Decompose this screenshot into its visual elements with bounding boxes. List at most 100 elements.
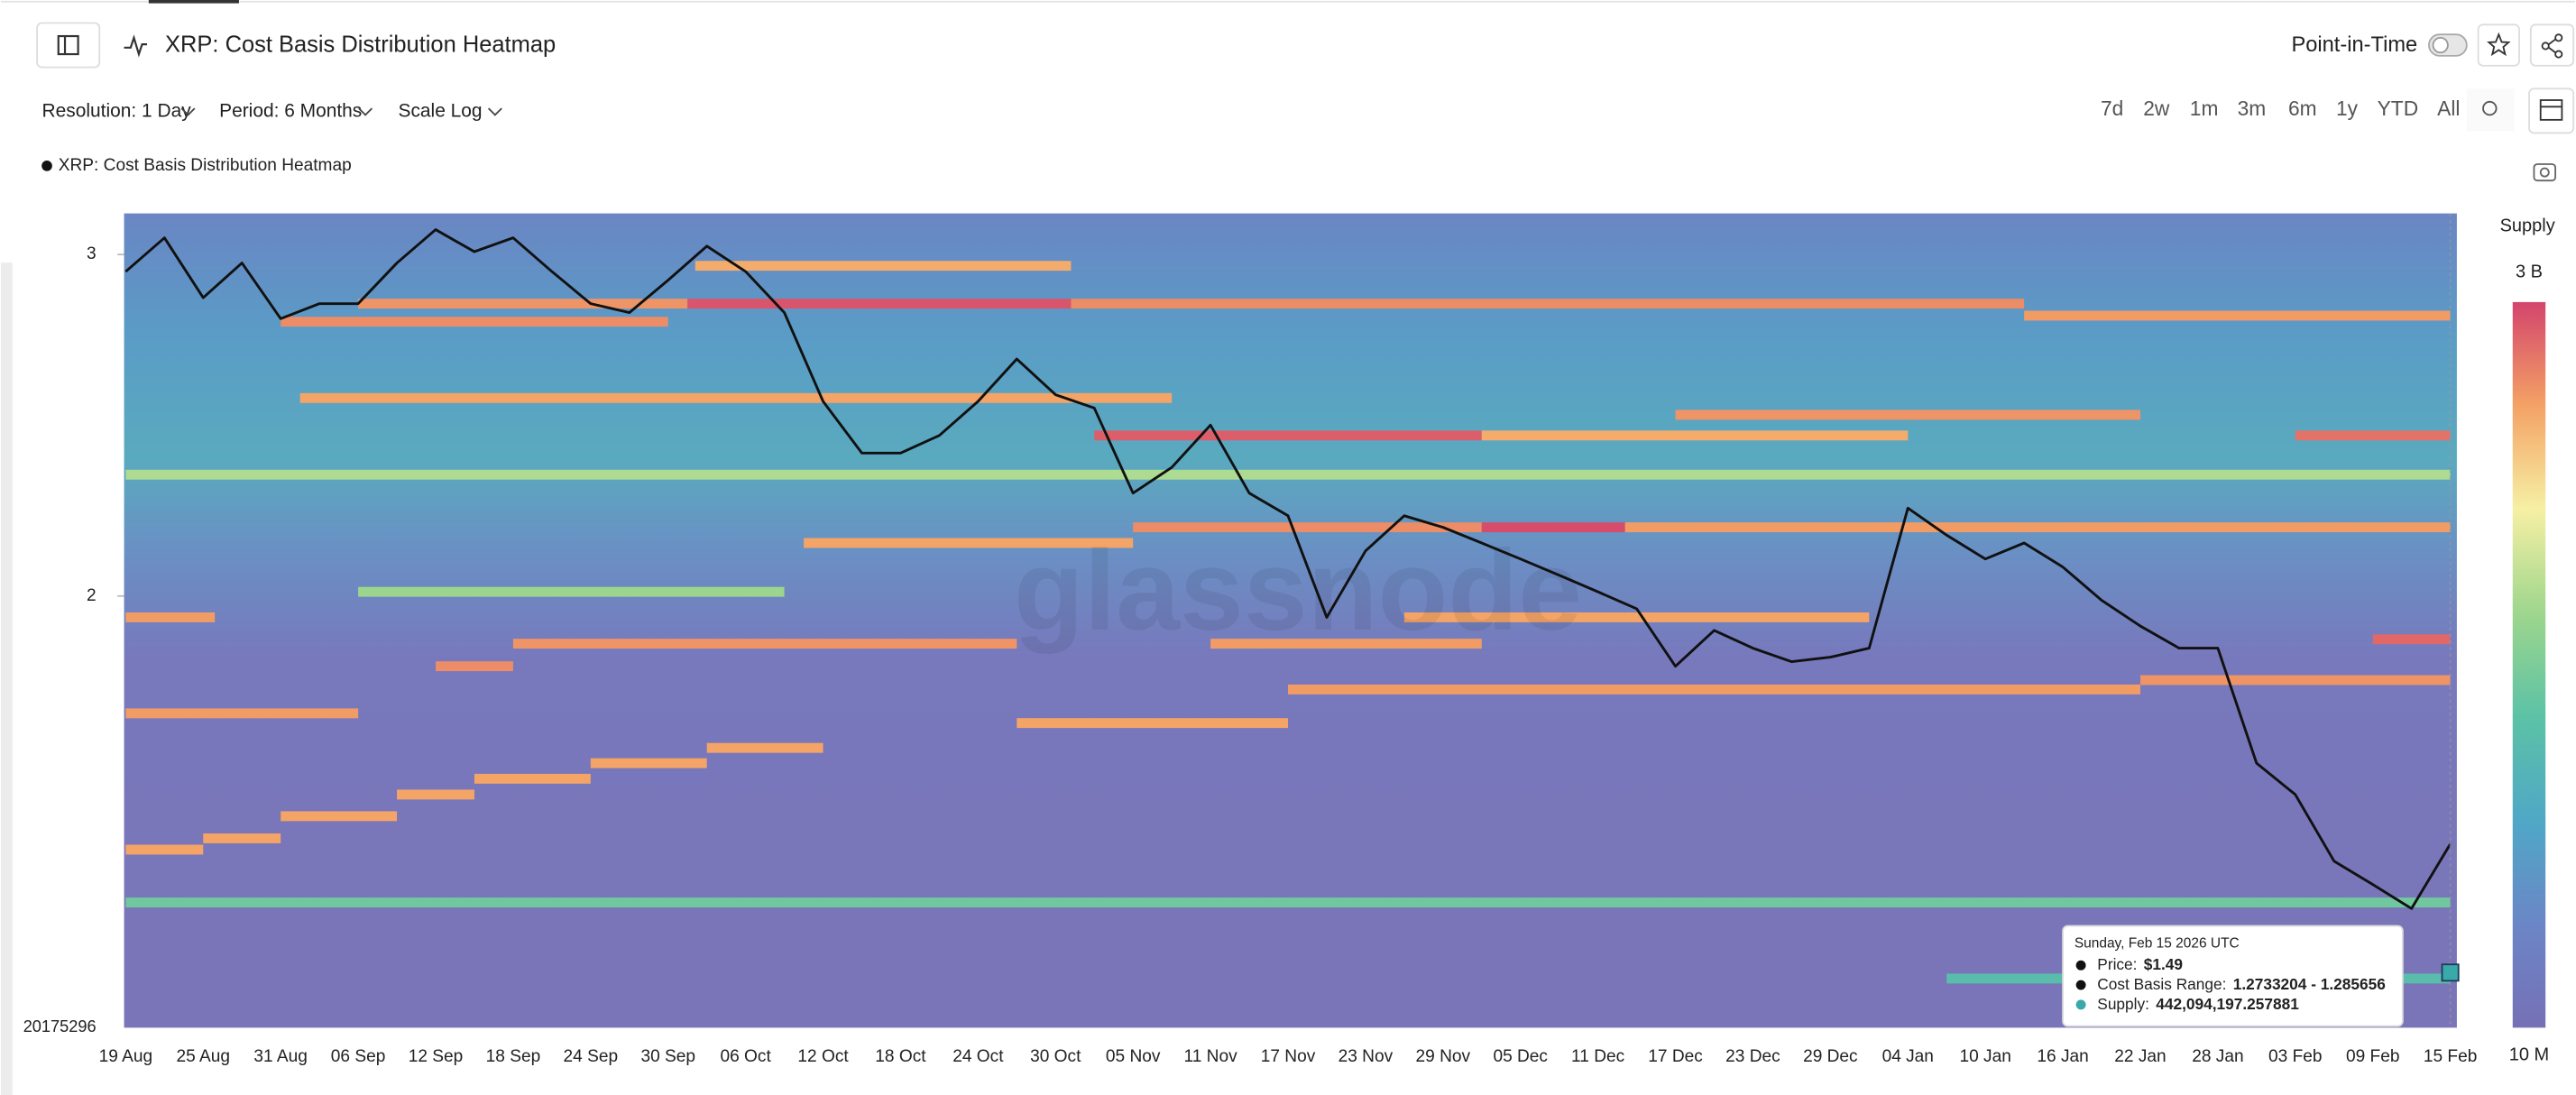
favorite-button[interactable] bbox=[2477, 23, 2520, 67]
sidebar-toggle[interactable] bbox=[36, 22, 101, 69]
tooltip-row: Cost Basis Range: 1.2733204 - 1.285656 bbox=[2097, 975, 2386, 993]
calendar-button[interactable] bbox=[2528, 87, 2575, 134]
colorbar-tick-label: 10 M bbox=[2509, 1045, 2550, 1065]
range-button[interactable]: 6m bbox=[2288, 97, 2317, 120]
range-button[interactable]: 1y bbox=[2336, 97, 2359, 120]
x-tick-label: 04 Jan bbox=[1882, 1047, 1934, 1066]
tooltip-value: 442,094,197.257881 bbox=[2156, 994, 2299, 1012]
heatmap-band bbox=[2024, 310, 2451, 321]
colorbar-gradient bbox=[2512, 301, 2546, 1028]
heatmap-band bbox=[1403, 612, 1870, 622]
colorbar: 3 B 10 M bbox=[2509, 262, 2550, 1064]
heatmap-band bbox=[2372, 634, 2451, 645]
tooltip-marker bbox=[2075, 980, 2086, 990]
tooltip: Sunday, Feb 15 2026 UTC Price: $1.49 Cost B… bbox=[2062, 925, 2404, 1027]
star-icon bbox=[2487, 32, 2511, 57]
range-button[interactable]: 2w bbox=[2143, 97, 2170, 120]
share-button[interactable] bbox=[2529, 23, 2575, 67]
tooltip-marker bbox=[2075, 960, 2086, 971]
heatmap-band bbox=[281, 811, 398, 822]
heatmap-band bbox=[590, 758, 707, 768]
x-tick-label: 19 Aug bbox=[99, 1047, 153, 1066]
page-title: XRP: Cost Basis Distribution Heatmap bbox=[165, 32, 556, 58]
x-tick-label: 17 Nov bbox=[1261, 1047, 1316, 1066]
heatmap-band bbox=[1481, 522, 1625, 533]
y-tick-label: 3 bbox=[87, 244, 97, 263]
y-tick-label: 2 bbox=[87, 586, 97, 605]
x-tick-label: 05 Nov bbox=[1106, 1047, 1161, 1066]
range-button[interactable]: 3m bbox=[2238, 97, 2267, 120]
range-button[interactable]: All bbox=[2437, 97, 2460, 120]
heatmap-band bbox=[299, 392, 1173, 403]
heatmap-band bbox=[203, 833, 281, 843]
heatmap-band bbox=[474, 773, 591, 784]
camera-lens bbox=[2539, 167, 2550, 178]
range-button[interactable]: YTD bbox=[2378, 97, 2419, 120]
toggle-knob bbox=[2432, 36, 2449, 54]
x-tick-label: 28 Jan bbox=[2192, 1047, 2243, 1066]
heatmap-band bbox=[1017, 718, 1288, 729]
x-tick-label: 30 Oct bbox=[1030, 1047, 1081, 1066]
x-tick-label: 11 Dec bbox=[1571, 1047, 1625, 1066]
heatmap-band bbox=[1675, 409, 2140, 420]
range-button[interactable]: 1m bbox=[2190, 97, 2219, 120]
colorbar-tick-label: 3 B bbox=[2516, 262, 2543, 281]
x-tick-label: 12 Oct bbox=[797, 1047, 849, 1066]
tooltip-label: Cost Basis Range: bbox=[2097, 975, 2226, 993]
zoom-button[interactable] bbox=[2466, 88, 2515, 132]
heatmap-band bbox=[1481, 430, 1909, 441]
screenshot-button[interactable] bbox=[2533, 163, 2557, 182]
scale-selector[interactable]: Scale Log bbox=[399, 100, 483, 121]
x-tick-label: 30 Sep bbox=[640, 1047, 695, 1066]
heatmap-band bbox=[1094, 430, 1482, 441]
highlight-cell bbox=[2441, 963, 2460, 982]
chevron bbox=[487, 107, 502, 116]
x-tick-label: 06 Sep bbox=[331, 1047, 386, 1066]
heatmap-band bbox=[436, 661, 513, 672]
share-icon bbox=[2541, 33, 2563, 59]
chevron bbox=[358, 107, 373, 116]
x-tick-label: 25 Aug bbox=[177, 1047, 231, 1066]
sidebar-icon bbox=[57, 34, 79, 56]
resolution-selector[interactable]: Resolution: 1 Day bbox=[42, 100, 192, 121]
legend-label: XRP: Cost Basis Distribution Heatmap bbox=[59, 156, 352, 175]
tooltip-value: $1.49 bbox=[2144, 955, 2183, 973]
heatmap-background bbox=[124, 213, 2457, 1028]
x-tick-label: 09 Feb bbox=[2346, 1047, 2400, 1066]
price-line bbox=[124, 228, 2452, 910]
heatmap-band bbox=[125, 897, 2451, 908]
tooltip-label: Price: bbox=[2097, 955, 2137, 973]
legend-marker bbox=[41, 161, 52, 171]
heatmap-band bbox=[804, 538, 1134, 548]
x-tick-label: 18 Sep bbox=[486, 1047, 541, 1066]
heatmap-band bbox=[1624, 522, 2451, 533]
x-tick-label: 05 Dec bbox=[1493, 1047, 1548, 1066]
x-tick-label: 12 Sep bbox=[409, 1047, 464, 1066]
heatmap-band bbox=[1288, 684, 2140, 695]
heatmap-band bbox=[125, 469, 2451, 480]
heatmap-band bbox=[125, 844, 204, 855]
x-tick-label: 29 Nov bbox=[1416, 1047, 1471, 1066]
x-tick-label: 23 Dec bbox=[1725, 1047, 1780, 1066]
zoom-icon bbox=[2482, 100, 2498, 116]
range-button[interactable]: 7d bbox=[2101, 97, 2123, 120]
heatmap-band bbox=[1071, 299, 2025, 309]
heatmap-band bbox=[358, 299, 688, 309]
tooltip-date: Sunday, Feb 15 2026 UTC bbox=[2075, 936, 2240, 952]
x-tick-label: 31 Aug bbox=[253, 1047, 308, 1066]
tooltip-row: Price: $1.49 bbox=[2097, 955, 2183, 973]
heatmap-band bbox=[687, 299, 1072, 309]
heatmap-band bbox=[512, 639, 1017, 649]
x-tick-label: 16 Jan bbox=[2037, 1047, 2088, 1066]
heatmap-band bbox=[706, 742, 823, 753]
left-panel-edge bbox=[1, 262, 13, 1095]
x-tick-label: 24 Sep bbox=[564, 1047, 619, 1066]
chevron bbox=[180, 107, 196, 116]
x-tick-label: 29 Dec bbox=[1803, 1047, 1858, 1066]
x-tick-label: 11 Nov bbox=[1184, 1047, 1238, 1066]
x-tick-label: 06 Oct bbox=[720, 1047, 771, 1066]
x-tick-label: 22 Jan bbox=[2114, 1047, 2166, 1066]
period-selector[interactable]: Period: 6 Months bbox=[219, 100, 362, 121]
